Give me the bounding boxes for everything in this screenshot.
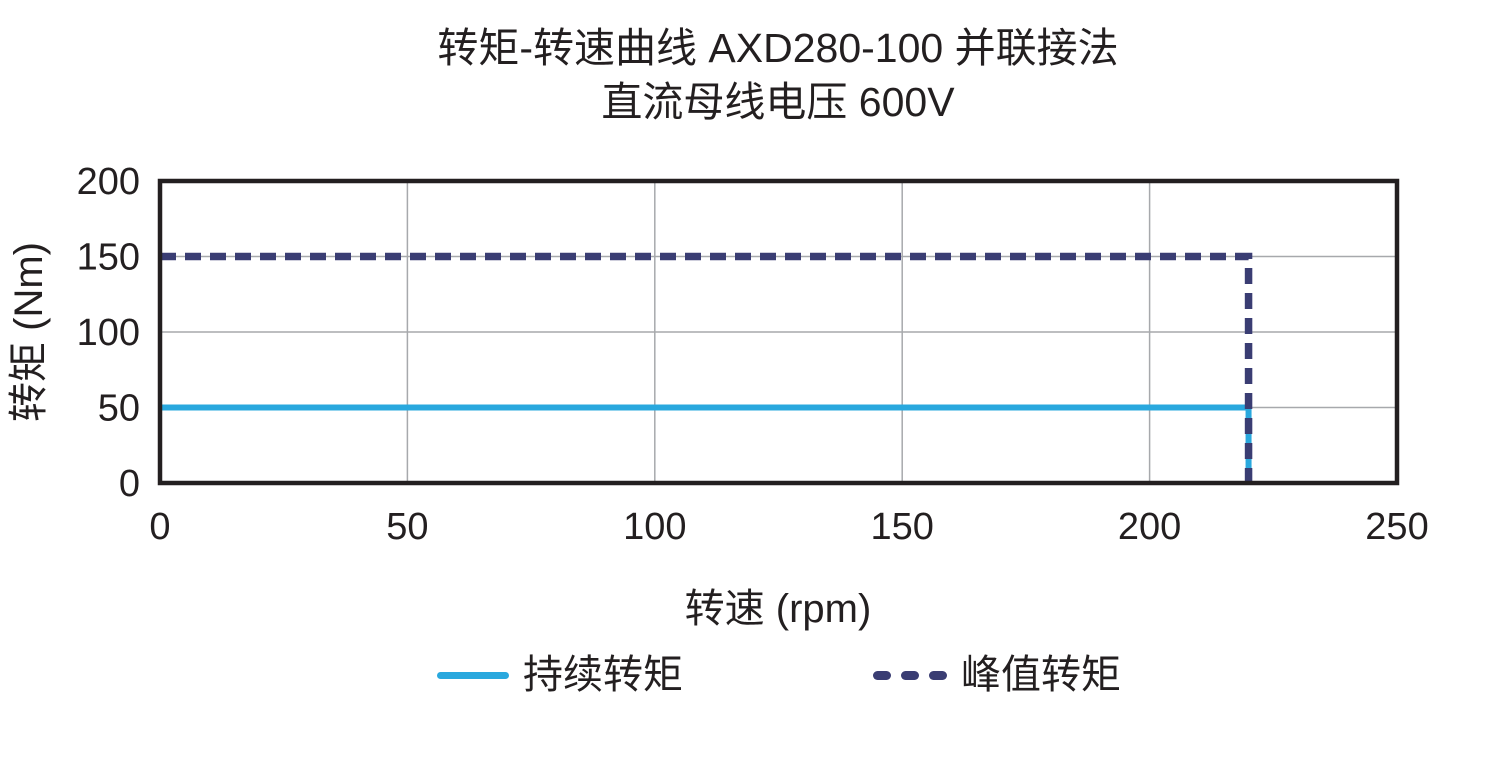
x-tick-label: 50 <box>386 506 428 548</box>
grid-layer <box>159 180 1398 484</box>
y-tick-label: 200 <box>77 161 140 203</box>
legend-item-peak-torque: 峰值转矩 <box>873 655 1121 695</box>
x-tick-label: 100 <box>623 506 686 548</box>
x-tick-label: 250 <box>1365 506 1428 548</box>
x-tick-label: 0 <box>149 506 170 548</box>
y-axis-title: 转矩 (Nm) <box>7 242 51 422</box>
legend-label-continuous-torque: 持续转矩 <box>523 653 683 697</box>
series-line-solid <box>160 404 1252 483</box>
plot-border <box>157 178 1400 486</box>
dashed-line-swatch <box>873 670 947 680</box>
series-layer <box>160 252 1253 483</box>
y-tick-label: 0 <box>119 463 140 505</box>
x-axis-title: 转速 (rpm) <box>685 587 872 631</box>
legend: 持续转矩 峰值转矩 <box>160 645 1398 705</box>
y-tick-label: 100 <box>77 312 140 354</box>
y-tick-label: 50 <box>98 388 140 430</box>
x-tick-label: 150 <box>870 506 933 548</box>
chart-subtitle: 直流母线电压 600V <box>601 79 955 125</box>
legend-label-peak-torque: 峰值转矩 <box>961 653 1121 697</box>
legend-item-continuous-torque: 持续转矩 <box>437 655 683 695</box>
solid-line-swatch <box>437 671 509 679</box>
tick-layer: 0 50 100 150 200 250 0 50 100 150 200 <box>77 161 1429 548</box>
series-line-dashed <box>160 252 1253 483</box>
y-tick-label: 150 <box>77 237 140 279</box>
x-tick-label: 200 <box>1118 506 1181 548</box>
chart-title: 转矩-转速曲线 AXD280-100 并联接法 <box>437 25 1118 71</box>
